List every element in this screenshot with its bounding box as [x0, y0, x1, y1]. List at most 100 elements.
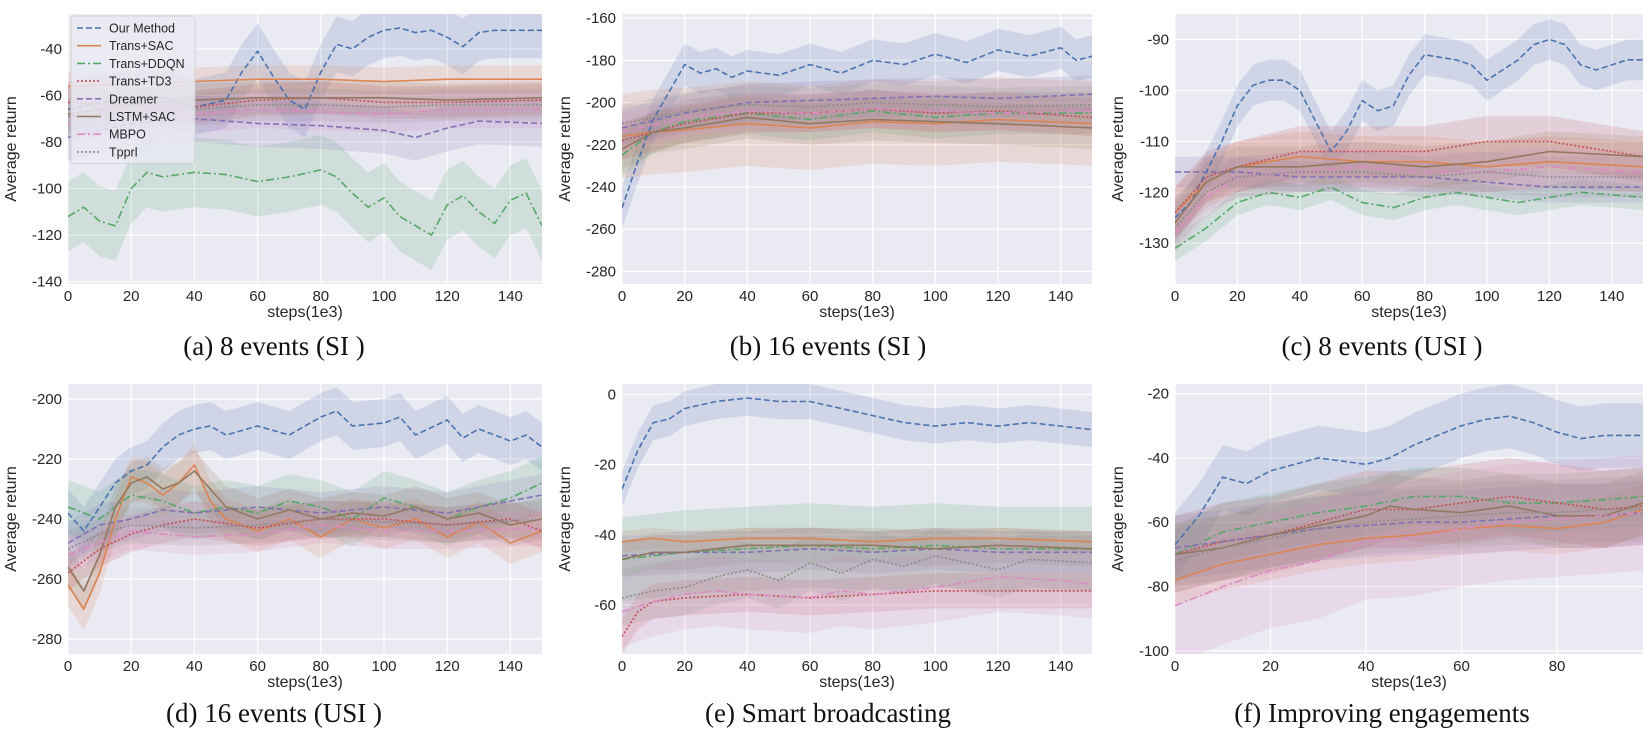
- series-dreamer: [622, 547, 1092, 557]
- band-trans-td3: [1175, 457, 1643, 593]
- series-lstm-sac: [1175, 502, 1643, 556]
- series-dreamer: [68, 117, 542, 139]
- band-dreamer: [622, 527, 1092, 577]
- y-tick-label: -40: [594, 527, 616, 544]
- band-dreamer: [68, 474, 542, 564]
- band-our-method: [622, 384, 1092, 507]
- x-tick-label: 20: [676, 288, 693, 305]
- series-our-method: [622, 46, 1092, 209]
- x-tick-label: 100: [923, 288, 948, 305]
- series-lstm-sac: [622, 544, 1092, 561]
- y-tick-label: -280: [32, 631, 62, 648]
- band-trans-td3: [1175, 115, 1643, 239]
- caption-e: (e) Smart broadcasting: [705, 698, 951, 728]
- x-tick-label: 60: [249, 658, 266, 675]
- panel-c: 0 20 40 60 80 100 120 140 -130 -120 -110 -100 -90 ste…: [1110, 14, 1643, 321]
- band-trans-ddqn: [68, 135, 542, 270]
- band-trans-sac: [68, 444, 542, 630]
- series-lstm-sac: [622, 116, 1092, 150]
- x-tick-label: 0: [1171, 658, 1179, 675]
- x-tick-label: 0: [64, 288, 72, 305]
- series-our-method: [1175, 38, 1643, 219]
- x-tick-label: 80: [1549, 658, 1566, 675]
- y-tick-label: -40: [1147, 450, 1169, 467]
- y-tick-label: -240: [586, 179, 616, 196]
- series-lstm-sac: [68, 470, 542, 592]
- x-tick-label: 20: [676, 658, 693, 675]
- x-tick-label: 80: [864, 658, 881, 675]
- x-tick-label: 40: [739, 658, 756, 675]
- series-our-method: [1175, 415, 1643, 546]
- series-trans-sac: [622, 537, 1092, 543]
- legend-label: Trans+TD3: [109, 75, 171, 89]
- x-tick-label: 20: [1262, 658, 1279, 675]
- x-tick-label: 100: [1474, 288, 1499, 305]
- band-our-method: [1175, 384, 1643, 577]
- series-mbpo: [68, 524, 542, 556]
- caption-d: (d) 16 events (USI ): [166, 698, 382, 728]
- x-tick-label: 120: [985, 658, 1010, 675]
- band-our-method: [622, 26, 1092, 230]
- x-tick-label: 60: [802, 658, 819, 675]
- series-tpprl: [622, 101, 1092, 125]
- y-tick-label: -100: [1139, 82, 1169, 99]
- legend-label: Dreamer: [109, 92, 158, 106]
- x-tick-label: 20: [123, 288, 140, 305]
- legend-label: LSTM+SAC: [109, 110, 175, 124]
- x-tick-label: 80: [1416, 288, 1433, 305]
- plot-background: [1175, 14, 1643, 284]
- series-trans-ddqn: [1175, 186, 1643, 249]
- legend-label: Tpprl: [109, 145, 137, 159]
- series-mbpo: [1175, 511, 1643, 607]
- band-mbpo: [1175, 454, 1643, 654]
- y-tick-label: -220: [586, 137, 616, 154]
- x-tick-label: 100: [923, 658, 948, 675]
- legend-label: Trans+DDQN: [109, 57, 185, 71]
- series-dreamer: [1175, 171, 1643, 188]
- y-tick-label: -200: [586, 95, 616, 112]
- x-tick-label: 80: [312, 288, 329, 305]
- x-tick-label: 60: [802, 288, 819, 305]
- band-dreamer: [1175, 480, 1643, 581]
- y-tick-label: -110: [1140, 133, 1169, 150]
- y-axis-label: Average return: [557, 466, 574, 572]
- plot-background: [622, 384, 1092, 654]
- y-axis-label: Average return: [3, 466, 20, 572]
- y-tick-label: -200: [32, 391, 62, 408]
- x-tick-label: 80: [864, 288, 881, 305]
- x-tick-label: 140: [1599, 288, 1624, 305]
- band-our-method: [68, 387, 542, 555]
- series-tpprl: [1175, 508, 1643, 562]
- x-tick-label: 100: [371, 658, 396, 675]
- band-lstm-sac: [1175, 470, 1643, 587]
- panel-e: 0 20 40 60 80 100 120 140 -60 -40 -20 0 steps(1e3) Av…: [557, 384, 1092, 691]
- caption-f: (f) Improving engagements: [1234, 698, 1530, 728]
- x-axis-label: steps(1e3): [1371, 674, 1447, 691]
- series-trans-td3: [622, 108, 1092, 142]
- y-tick-label: -240: [32, 511, 62, 528]
- x-tick-label: 120: [1537, 288, 1562, 305]
- x-tick-label: 0: [1171, 288, 1179, 305]
- band-trans-sac: [622, 77, 1092, 179]
- x-tick-label: 120: [435, 288, 460, 305]
- y-tick-label: -220: [32, 451, 62, 468]
- plot-background: [622, 14, 1092, 284]
- x-tick-label: 40: [186, 288, 203, 305]
- x-tick-label: 0: [618, 658, 626, 675]
- panel-f: 0 20 40 60 80 -100 -80 -60 -40 -20 steps(1e3) Avera…: [1110, 384, 1643, 691]
- y-tick-label: -130: [1139, 235, 1169, 252]
- series-mbpo: [68, 108, 542, 125]
- y-axis-label: Average return: [3, 96, 20, 202]
- series-tpprl: [68, 518, 542, 550]
- panel-b: 0 20 40 60 80 100 120 140 -280 -260 -240 -220 -200 -1…: [557, 10, 1092, 321]
- series-dreamer: [622, 93, 1092, 129]
- band-trans-td3: [622, 89, 1092, 160]
- band-tpprl: [68, 501, 542, 567]
- x-tick-label: 60: [1354, 288, 1371, 305]
- legend: Our Method Trans+SAC Trans+DDQN Trans+TD3 Dr…: [70, 15, 196, 165]
- series-lstm-sac: [1175, 150, 1643, 224]
- x-axis-label: steps(1e3): [1371, 304, 1447, 321]
- x-tick-label: 140: [498, 658, 523, 675]
- x-tick-label: 40: [739, 288, 756, 305]
